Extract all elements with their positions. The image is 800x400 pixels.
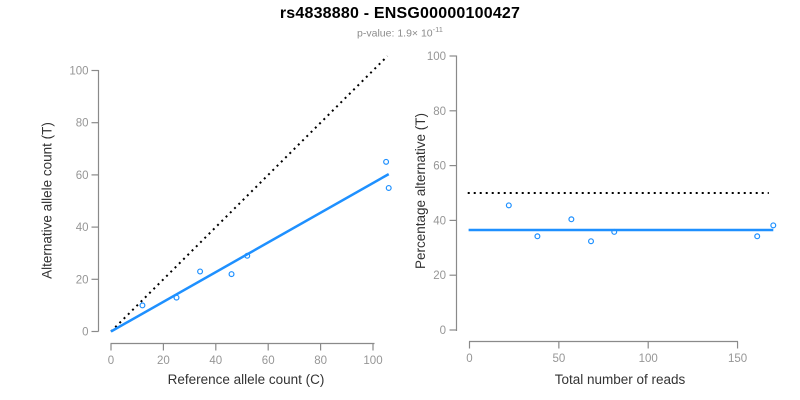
allele-counts-x-tick-label: 80 (314, 355, 327, 367)
allele-counts-data-point (383, 158, 390, 165)
percentage-alternative-y-tick-label: 60 (433, 161, 446, 173)
allele-counts-y-tick-label: 20 (76, 274, 89, 286)
allele-counts-data-point (197, 268, 204, 275)
percentage-alternative-data-point (534, 233, 541, 240)
percentage-alternative-x-tick-label: 0 (466, 353, 472, 365)
figure-title: rs4838880 - ENSG00000100427 (279, 5, 521, 22)
identity-line (110, 55, 389, 333)
percentage-alternative-x-tick-label: 100 (639, 353, 658, 365)
p-value-exponent: -11 (432, 25, 443, 34)
percentage-alternative-y-tick-label: 80 (433, 106, 446, 118)
p-value-subtitle: p-value: 1.9× 10-11 (0, 25, 800, 40)
percentage-alternative-y-axis-title: Percentage alternative (T) (413, 113, 428, 269)
allele-counts-x-axis-title: Reference allele count (C) (168, 372, 325, 387)
percentage-alternative-data-point (754, 233, 761, 240)
allele-counts-x-tick-label: 100 (363, 355, 382, 367)
percentage-alternative-y-tick-label: 100 (427, 51, 446, 63)
percentage-alternative-y-tick-label: 0 (440, 325, 446, 337)
percentage-alternative-data-point (505, 202, 512, 209)
allele-counts-x-tick-label: 0 (108, 355, 114, 367)
percentage-alternative-x-tick-label: 50 (552, 353, 565, 365)
allele-counts-data-point (228, 271, 235, 278)
regression-line (110, 173, 390, 333)
allele-counts-y-tick-label: 0 (82, 327, 88, 339)
percentage-alternative-data-point (611, 228, 618, 235)
percentage-alternative-x-tick-label: 150 (728, 353, 747, 365)
allele-counts-x-tick-label: 40 (209, 355, 222, 367)
allele-counts-x-tick-label: 20 (157, 355, 170, 367)
p-value-base: 10 (420, 27, 433, 40)
percentage-alternative-plot: 0 50 100 150 0 20 40 60 80 100 Total number of rea… (413, 51, 777, 387)
p-value-text: p-value: 1.9× (357, 27, 421, 40)
percentage-alternative-x-axis-title: Total number of reads (555, 372, 686, 387)
percentage-alternative-y-tick-label: 40 (433, 215, 446, 227)
allele-counts-data-point (139, 302, 146, 309)
percentage-alternative-y-tick-label: 20 (433, 270, 446, 282)
allele-counts-y-tick-label: 40 (76, 222, 89, 234)
allele-counts-plot: 0 20 40 60 80 100 0 20 40 60 80 100 Reference allele… (40, 55, 392, 387)
allele-counts-data-point (173, 294, 180, 301)
allele-counts-y-tick-label: 60 (76, 170, 89, 182)
allele-counts-x-tick-label: 60 (262, 355, 275, 367)
percentage-alternative-data-point (568, 216, 575, 223)
allele-counts-data-point (385, 184, 392, 191)
allele-counts-y-tick-label: 80 (76, 118, 89, 130)
allele-counts-y-tick-label: 100 (69, 66, 88, 78)
percentage-alternative-data-point (588, 238, 595, 245)
allele-counts-y-axis-title: Alternative allele count (T) (40, 122, 55, 279)
percentage-alternative-data-point (770, 222, 777, 229)
allele-counts-data-point (244, 252, 251, 259)
